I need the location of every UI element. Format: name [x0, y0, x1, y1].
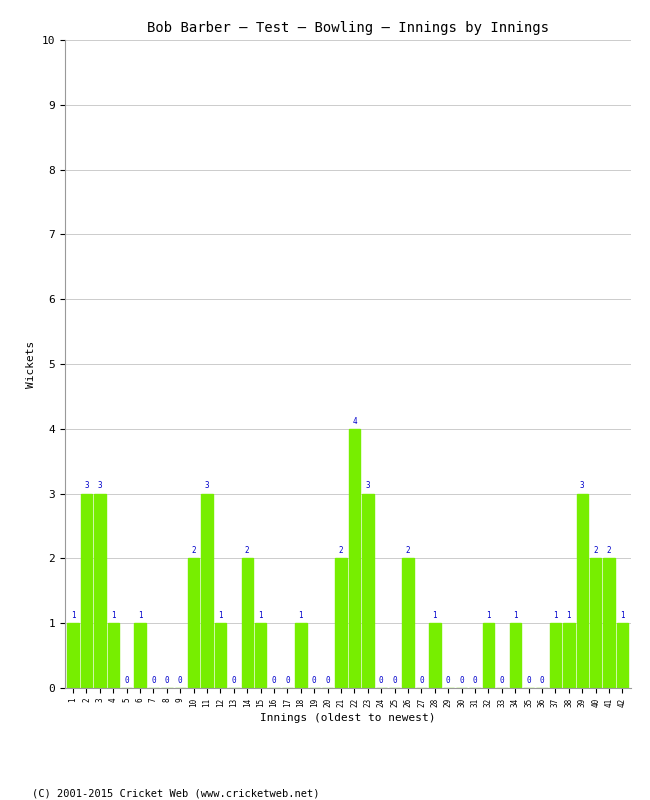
Text: 1: 1 — [620, 611, 625, 620]
Text: 0: 0 — [285, 676, 290, 685]
Text: 1: 1 — [567, 611, 571, 620]
Text: 4: 4 — [352, 417, 357, 426]
Text: 0: 0 — [326, 676, 330, 685]
Text: 0: 0 — [312, 676, 317, 685]
Text: 0: 0 — [178, 676, 183, 685]
Y-axis label: Wickets: Wickets — [26, 340, 36, 388]
Text: 2: 2 — [606, 546, 612, 555]
Text: 2: 2 — [406, 546, 410, 555]
Text: 1: 1 — [71, 611, 75, 620]
Text: 2: 2 — [191, 546, 196, 555]
X-axis label: Innings (oldest to newest): Innings (oldest to newest) — [260, 713, 436, 722]
Text: 0: 0 — [419, 676, 424, 685]
Text: 0: 0 — [540, 676, 544, 685]
Bar — [429, 623, 441, 688]
Text: 1: 1 — [138, 611, 142, 620]
Bar — [68, 623, 79, 688]
Text: 0: 0 — [393, 676, 397, 685]
Text: 1: 1 — [298, 611, 303, 620]
Bar — [214, 623, 226, 688]
Bar — [188, 558, 200, 688]
Text: 3: 3 — [98, 482, 102, 490]
Bar — [617, 623, 628, 688]
Text: (C) 2001-2015 Cricket Web (www.cricketweb.net): (C) 2001-2015 Cricket Web (www.cricketwe… — [32, 788, 320, 798]
Text: 0: 0 — [460, 676, 464, 685]
Text: 0: 0 — [124, 676, 129, 685]
Bar — [590, 558, 601, 688]
Bar — [510, 623, 521, 688]
Text: 3: 3 — [84, 482, 89, 490]
Text: 1: 1 — [111, 611, 116, 620]
Text: 1: 1 — [513, 611, 517, 620]
Bar — [107, 623, 119, 688]
Bar — [550, 623, 561, 688]
Bar — [255, 623, 266, 688]
Text: 2: 2 — [245, 546, 250, 555]
Text: 0: 0 — [500, 676, 504, 685]
Text: 3: 3 — [365, 482, 370, 490]
Text: 0: 0 — [379, 676, 384, 685]
Bar — [335, 558, 346, 688]
Bar — [577, 494, 588, 688]
Text: 1: 1 — [486, 611, 491, 620]
Bar — [81, 494, 92, 688]
Bar — [483, 623, 494, 688]
Bar — [202, 494, 213, 688]
Bar — [295, 623, 307, 688]
Bar — [349, 429, 360, 688]
Text: 1: 1 — [432, 611, 437, 620]
Bar — [94, 494, 105, 688]
Text: 0: 0 — [164, 676, 169, 685]
Text: 3: 3 — [580, 482, 584, 490]
Text: 1: 1 — [553, 611, 558, 620]
Title: Bob Barber – Test – Bowling – Innings by Innings: Bob Barber – Test – Bowling – Innings by… — [147, 21, 549, 34]
Bar — [135, 623, 146, 688]
Text: 0: 0 — [526, 676, 531, 685]
Text: 0: 0 — [272, 676, 276, 685]
Bar — [603, 558, 615, 688]
Text: 0: 0 — [473, 676, 477, 685]
Text: 1: 1 — [218, 611, 223, 620]
Bar — [563, 623, 575, 688]
Bar — [362, 494, 374, 688]
Text: 3: 3 — [205, 482, 209, 490]
Text: 2: 2 — [339, 546, 343, 555]
Text: 0: 0 — [151, 676, 156, 685]
Bar — [242, 558, 253, 688]
Text: 0: 0 — [446, 676, 450, 685]
Text: 0: 0 — [231, 676, 236, 685]
Bar — [402, 558, 414, 688]
Text: 1: 1 — [258, 611, 263, 620]
Text: 2: 2 — [593, 546, 598, 555]
